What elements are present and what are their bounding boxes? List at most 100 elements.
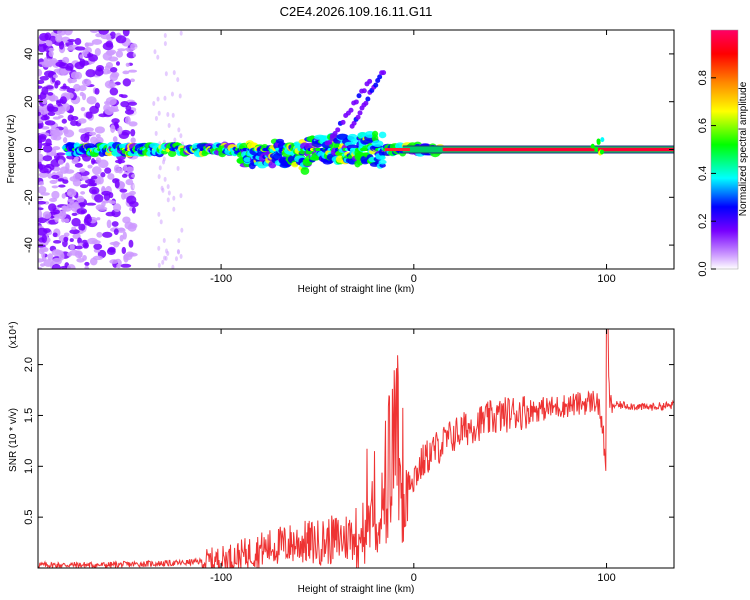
heatmap-cell [171, 66, 180, 70]
heatmap-cell [113, 203, 122, 213]
heatmap-cell [67, 191, 72, 195]
heatmap-cell [149, 252, 154, 258]
heatmap-cell [56, 67, 67, 76]
heatmap-cell [183, 207, 194, 213]
heatmap-cell [137, 99, 148, 105]
heatmap-cell [163, 216, 174, 223]
heatmap-cell [38, 79, 45, 85]
heatmap-cell [38, 266, 43, 269]
heatmap-cell [79, 184, 89, 189]
heatmap-cell [106, 49, 117, 55]
heatmap-cell [132, 182, 142, 191]
snr-y-axis-label: SNR (10 * v/v) [8, 408, 19, 472]
heatmap-cell [113, 228, 119, 235]
colorbar-label: Normalized spectral amplitude [738, 81, 749, 216]
heatmap-cell [137, 252, 148, 257]
heatmap-cell [177, 249, 181, 255]
heatmap-cell [159, 108, 166, 115]
heatmap-cell [69, 238, 74, 242]
heatmap-cell [58, 40, 65, 50]
heatmap-cell [179, 253, 183, 259]
heatmap-cell [64, 169, 75, 174]
heatmap-cell [163, 191, 169, 200]
heatmap-cell [70, 120, 78, 126]
heatmap-cell [52, 74, 58, 79]
heatmap-cell [66, 88, 76, 93]
heatmap-cell [162, 218, 173, 222]
y-tick-label: 1.5 [23, 408, 35, 423]
heatmap-cell [357, 110, 363, 116]
heatmap-cell [142, 211, 150, 220]
heatmap-cell [71, 212, 78, 217]
heatmap-cell [167, 206, 174, 211]
heatmap-cell [174, 121, 183, 127]
heatmap-cell [115, 50, 124, 58]
heatmap-cell [182, 110, 191, 119]
heatmap-cell [173, 137, 177, 143]
heatmap-cell [177, 118, 183, 124]
heatmap-cell [170, 72, 180, 78]
heatmap-cell [181, 187, 186, 191]
heatmap-cell [71, 226, 77, 231]
heatmap-cell [174, 241, 179, 245]
heatmap-cell [186, 72, 196, 79]
snr-series-line [38, 329, 674, 568]
heatmap-cell [149, 81, 156, 86]
heatmap-cell [78, 118, 87, 124]
heatmap-cell [40, 192, 50, 196]
heatmap-cell [109, 87, 119, 96]
heatmap-cell [92, 255, 104, 261]
heatmap-cell [139, 242, 149, 248]
heatmap-cell [148, 118, 158, 126]
heatmap-cell [157, 37, 164, 42]
heatmap-cell [151, 196, 163, 203]
heatmap-cell [168, 230, 175, 236]
heatmap-cell [89, 131, 97, 136]
heatmap-cell [594, 146, 599, 152]
heatmap-cell [38, 248, 45, 255]
heatmap-cell [156, 180, 161, 188]
heatmap-cell [137, 180, 147, 187]
heatmap-cell [144, 117, 154, 124]
heatmap-cell [165, 167, 176, 171]
heatmap-cell [177, 35, 188, 40]
heatmap-cell [169, 100, 176, 105]
heatmap-cell [123, 164, 128, 172]
heatmap-cell [76, 257, 85, 263]
heatmap-cell [43, 247, 49, 252]
heatmap-cell [151, 169, 160, 173]
heatmap-cell [185, 62, 195, 70]
heatmap-cell [367, 78, 373, 84]
heatmap-cell [66, 264, 76, 269]
heatmap-cell [84, 261, 90, 266]
heatmap-cell [135, 246, 147, 252]
heatmap-cell [96, 231, 103, 238]
heatmap-cell [172, 195, 176, 201]
heatmap-cell [158, 178, 166, 183]
heatmap-cell [39, 75, 50, 81]
heatmap-cell [171, 44, 179, 54]
heatmap-cell [49, 179, 58, 184]
heatmap-cell [74, 46, 86, 51]
heatmap-cell [141, 236, 146, 243]
heatmap-cell [169, 235, 177, 241]
heatmap-cell [159, 219, 163, 225]
heatmap-cell [133, 48, 144, 56]
heatmap-cell [51, 174, 60, 180]
heatmap-cell [180, 157, 191, 162]
heatmap-cell [175, 174, 185, 178]
heatmap-cell [45, 40, 53, 46]
heatmap-cell [181, 94, 187, 102]
heatmap-cell [139, 251, 144, 260]
heatmap-cell [600, 137, 605, 143]
heatmap-cell [132, 112, 142, 121]
heatmap-cell [91, 38, 103, 45]
heatmap-cell [166, 111, 170, 117]
heatmap-cell [87, 164, 93, 169]
heatmap-cell [117, 158, 122, 165]
heatmap-cell [182, 78, 193, 87]
heatmap-cell [180, 88, 192, 94]
heatmap-cell [54, 250, 64, 255]
heatmap-cell [152, 42, 157, 51]
heatmap-cell [117, 125, 123, 135]
